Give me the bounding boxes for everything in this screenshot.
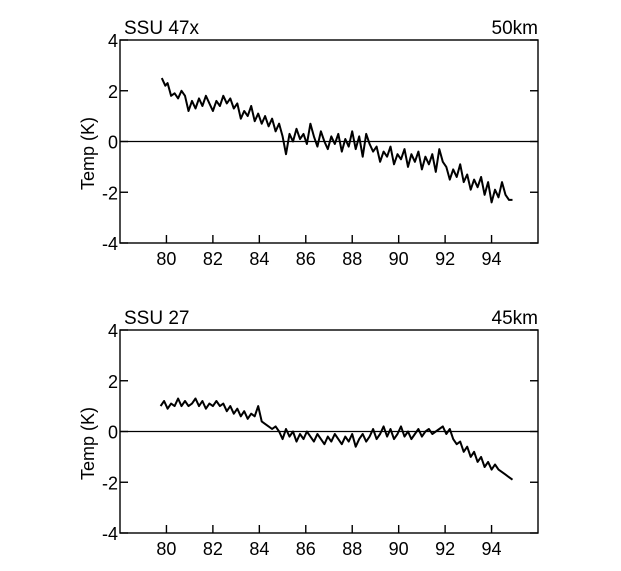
altitude-label: 50km	[492, 18, 538, 39]
series-line	[159, 397, 514, 481]
y-tick-label: -2	[102, 183, 118, 203]
x-tick-label: 80	[156, 539, 176, 559]
x-tick-label: 86	[296, 539, 316, 559]
x-tick-label: 82	[203, 539, 223, 559]
y-axis-label: Temp (K)	[78, 407, 98, 480]
x-tick-label: 86	[296, 249, 316, 269]
x-tick-label: 88	[342, 249, 362, 269]
x-tick-label: 88	[342, 539, 362, 559]
altitude-label: 45km	[492, 308, 538, 329]
x-tick-label: 92	[435, 249, 455, 269]
chart-panel-2: SSU 27 45km Temp (K) -4 -2 0 2 4 80 82 84 86 88 90 92 9…	[78, 308, 539, 559]
x-tick-label: 90	[389, 249, 409, 269]
series-line	[160, 77, 513, 204]
y-tick-label: 4	[108, 321, 118, 341]
y-tick-label: 0	[108, 133, 118, 153]
y-tick-label: 4	[108, 31, 118, 51]
x-tick-label: 90	[389, 539, 409, 559]
x-tick-label: 92	[435, 539, 455, 559]
y-axis-label: Temp (K)	[78, 117, 98, 190]
x-tick-label: 94	[482, 539, 502, 559]
y-tick-label: 2	[108, 372, 118, 392]
y-tick-label: -2	[102, 473, 118, 493]
x-tick-label: 94	[482, 249, 502, 269]
y-tick-label: -4	[102, 234, 118, 254]
chart-title: SSU 47x	[124, 18, 199, 39]
chart-title: SSU 27	[124, 308, 189, 329]
y-tick-label: 0	[108, 423, 118, 443]
x-tick-label: 84	[249, 249, 269, 269]
x-tick-label: 82	[203, 249, 223, 269]
chart-panel-1: SSU 47x 50km Temp (K) -4 -2 0 2 4 80 82 84 86 88 90 92…	[78, 18, 539, 269]
x-tick-label: 80	[156, 249, 176, 269]
y-tick-label: -4	[102, 524, 118, 544]
y-tick-label: 2	[108, 82, 118, 102]
x-tick-label: 84	[249, 539, 269, 559]
